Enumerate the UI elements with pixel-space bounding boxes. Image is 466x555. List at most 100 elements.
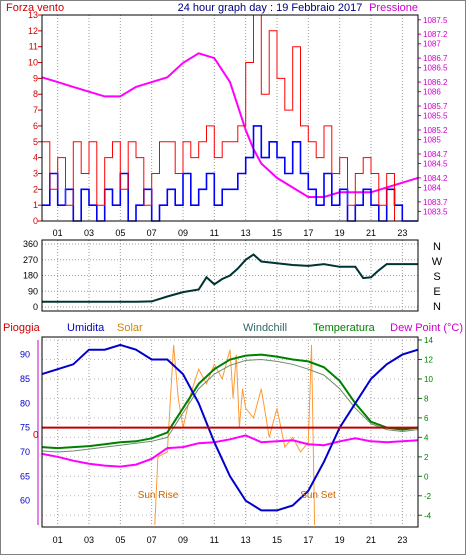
legend-windchill: Windchill bbox=[243, 322, 287, 334]
wind-speed-axis-title: Forza vento bbox=[6, 2, 64, 14]
compass-label: W bbox=[432, 256, 443, 268]
wind-speed-tick-label: 8 bbox=[33, 89, 38, 99]
pressure-tick-label: 1083.7 bbox=[423, 198, 448, 207]
temperature-series bbox=[41, 343, 419, 526]
pressure-tick-label: 1085.2 bbox=[423, 126, 448, 135]
compass-label: S bbox=[433, 271, 440, 283]
sunrise-label: Sun Rise bbox=[138, 490, 179, 501]
x-tick-label: 09 bbox=[178, 535, 188, 545]
wind-direction-tick-label: 90 bbox=[28, 286, 38, 296]
temperature-tick-label: -2 bbox=[424, 492, 432, 501]
pressure-tick-label: 1086.7 bbox=[423, 54, 448, 63]
windchill-line bbox=[41, 358, 419, 453]
temperature-tick-label: 4 bbox=[424, 433, 429, 442]
wind-speed-tick-label: 13 bbox=[28, 10, 38, 20]
legend-solar: Solar bbox=[117, 322, 143, 334]
pressure-tick-label: 1087.5 bbox=[423, 16, 448, 25]
legend-rain: Pioggia bbox=[3, 322, 41, 334]
pressure-tick-label: 1087.2 bbox=[423, 30, 448, 39]
wind-direction-plot-border bbox=[41, 239, 419, 312]
wind-speed-tick-label: 7 bbox=[33, 105, 38, 115]
temperature-plot-border bbox=[41, 336, 419, 528]
sunset-label: Sun Set bbox=[300, 490, 336, 501]
wind-direction-tick-label: 360 bbox=[23, 239, 38, 249]
pressure-tick-label: 1086.5 bbox=[423, 64, 448, 73]
x-tick-label: 15 bbox=[272, 228, 282, 238]
rain-value-label: 0 bbox=[33, 430, 39, 441]
humidity-tick-label: 75 bbox=[20, 423, 30, 433]
x-tick-label: 11 bbox=[210, 535, 219, 545]
x-tick-label: 05 bbox=[115, 535, 125, 545]
x-tick-label: 21 bbox=[366, 535, 376, 545]
dewpoint-line bbox=[41, 434, 419, 468]
pressure-tick-label: 1084 bbox=[423, 183, 441, 192]
pressure-tick-label: 1084.2 bbox=[423, 174, 448, 183]
wind-direction-tick-label: 180 bbox=[23, 271, 38, 281]
humidity-tick-label: 90 bbox=[20, 350, 30, 360]
x-tick-label: 07 bbox=[147, 228, 157, 238]
solar-line bbox=[154, 344, 316, 526]
wind-speed-tick-label: 12 bbox=[28, 26, 38, 36]
humidity-tick-labels: 60 65 70 75 80 85 90 bbox=[20, 340, 39, 525]
humidity-tick-label: 60 bbox=[20, 496, 30, 506]
wind-speed-tick-label: 0 bbox=[33, 216, 38, 226]
pressure-tick-label: 1084.5 bbox=[423, 160, 448, 169]
x-tick-label: 17 bbox=[303, 228, 313, 238]
pressure-axis-title: Pressione bbox=[369, 2, 418, 14]
temperature-x-tick-labels: 01 03 05 07 09 11 13 15 17 19 21 23 bbox=[53, 535, 408, 545]
temperature-tick-label: 0 bbox=[424, 472, 429, 481]
wind-direction-series bbox=[42, 253, 418, 303]
x-tick-label: 23 bbox=[397, 228, 407, 238]
temperature-tick-label: 2 bbox=[424, 453, 429, 462]
temperature-tick-label: 12 bbox=[424, 355, 433, 364]
wind-pressure-series bbox=[41, 14, 419, 222]
pressure-tick-label: 1086 bbox=[423, 88, 441, 97]
legend-dewpoint: Dew Point (°C) bbox=[390, 322, 463, 334]
x-tick-label: 23 bbox=[397, 535, 407, 545]
compass-label: E bbox=[433, 286, 440, 298]
temperature-grid bbox=[42, 339, 418, 525]
x-tick-label: 13 bbox=[241, 228, 251, 238]
pressure-tick-label: 1086.2 bbox=[423, 78, 448, 87]
chart-title: 24 hour graph day : 19 Febbraio 2017 bbox=[178, 2, 363, 14]
pressure-tick-label: 1084.7 bbox=[423, 150, 448, 159]
pressure-tick-label: 1085.7 bbox=[423, 102, 448, 111]
pressure-tick-label: 1087 bbox=[423, 40, 441, 49]
wind-direction-tick-label: 0 bbox=[33, 302, 38, 312]
temperature-tick-label: 14 bbox=[424, 336, 433, 345]
wind-speed-tick-label: 3 bbox=[33, 168, 38, 178]
x-tick-label: 11 bbox=[210, 228, 219, 238]
wind-speed-tick-label: 10 bbox=[28, 58, 38, 68]
wind-speed-tick-label: 2 bbox=[33, 184, 38, 194]
pressure-tick-label: 1085 bbox=[423, 136, 441, 145]
wind-speed-tick-label: 6 bbox=[33, 121, 38, 131]
x-tick-label: 19 bbox=[335, 535, 345, 545]
gust-line bbox=[42, 14, 418, 222]
x-tick-label: 03 bbox=[84, 228, 94, 238]
x-tick-label: 17 bbox=[303, 535, 313, 545]
x-tick-label: 07 bbox=[147, 535, 157, 545]
wind-speed-tick-label: 1 bbox=[33, 200, 38, 210]
x-tick-label: 19 bbox=[335, 228, 345, 238]
temperature-tick-label: 10 bbox=[424, 375, 433, 384]
legend-humidity: Umidita bbox=[67, 322, 105, 334]
wind-speed-tick-label: 9 bbox=[33, 73, 38, 83]
compass-label: N bbox=[433, 241, 441, 253]
temperature-tick-labels: -4 -2 0 2 4 6 8 10 12 14 bbox=[418, 336, 433, 520]
wind-speed-tick-label: 4 bbox=[33, 153, 38, 163]
wind-direction-line bbox=[42, 253, 418, 303]
x-tick-label: 03 bbox=[84, 535, 94, 545]
x-tick-label: 15 bbox=[272, 535, 282, 545]
humidity-tick-label: 70 bbox=[20, 447, 30, 457]
humidity-tick-label: 80 bbox=[20, 398, 30, 408]
humidity-line bbox=[41, 343, 419, 512]
temperature-tick-label: 6 bbox=[424, 414, 429, 423]
legend-temperature: Temperatura bbox=[313, 322, 376, 334]
pressure-tick-labels: 1083.51083.710841084.21084.51084.7108510… bbox=[418, 16, 448, 216]
humidity-tick-label: 65 bbox=[20, 471, 30, 481]
wind-direction-tick-label: 270 bbox=[23, 255, 38, 265]
pressure-line bbox=[41, 52, 419, 198]
humidity-tick-label: 85 bbox=[20, 374, 30, 384]
